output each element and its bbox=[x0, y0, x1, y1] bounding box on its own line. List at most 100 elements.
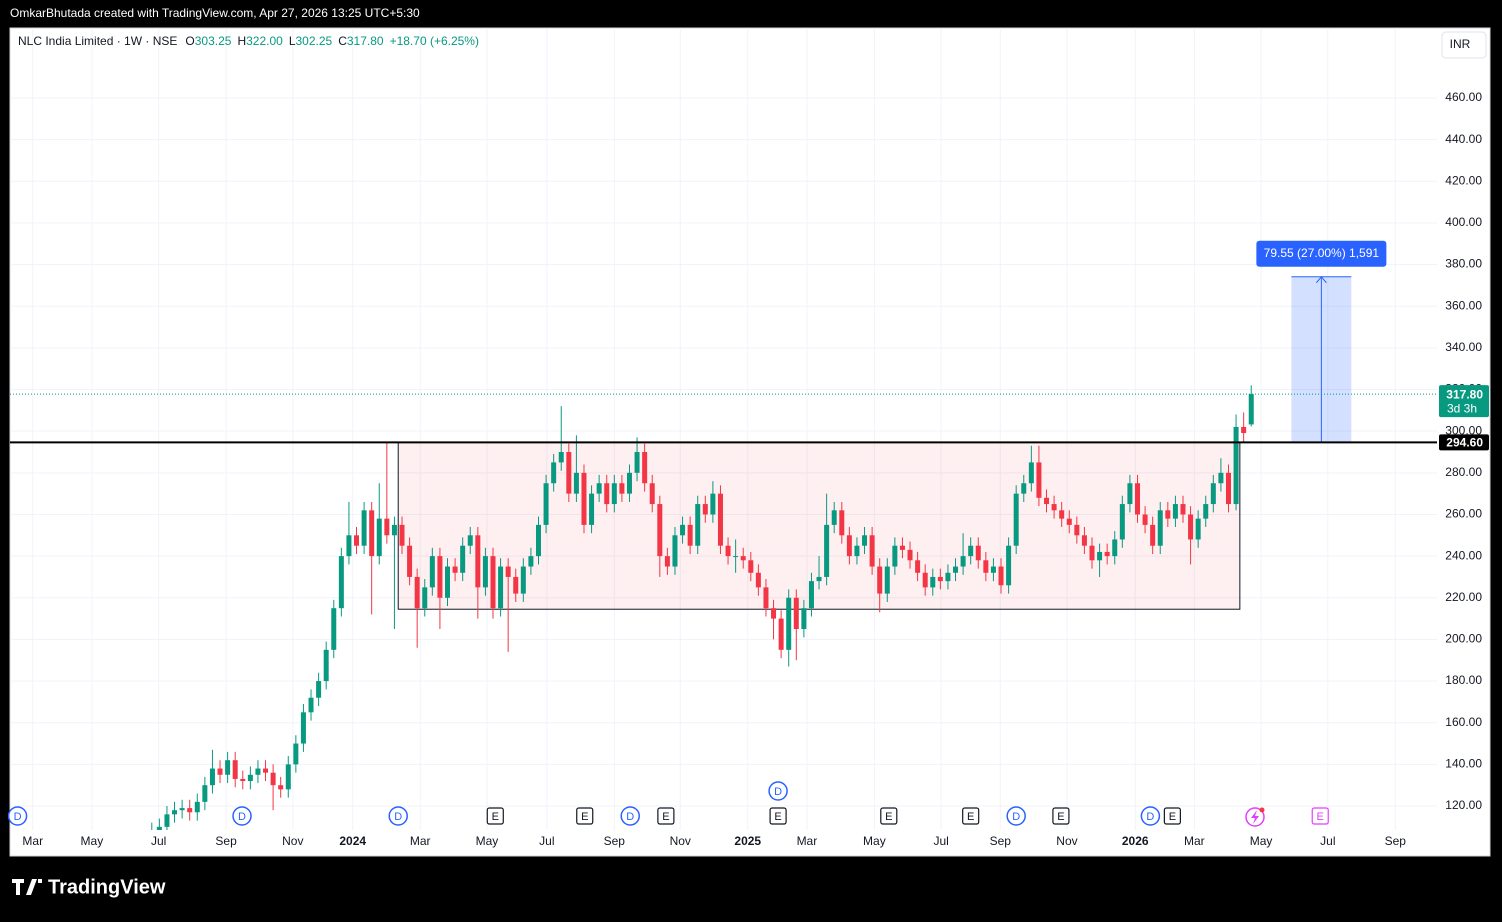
event-label: D bbox=[774, 786, 782, 798]
event-label: E bbox=[492, 811, 499, 823]
candle-body bbox=[505, 566, 511, 577]
candle-body bbox=[1150, 524, 1156, 546]
candle-body bbox=[1013, 493, 1019, 546]
candle-body bbox=[1180, 504, 1186, 515]
candle-body bbox=[551, 462, 557, 484]
candle-body bbox=[1097, 551, 1103, 561]
x-tick-label: Jul bbox=[933, 834, 948, 848]
candle-body bbox=[824, 524, 830, 577]
candle-body bbox=[331, 608, 337, 650]
candle-body bbox=[194, 801, 200, 813]
candle-body bbox=[460, 545, 466, 573]
change: +18.70 (+6.25%) bbox=[390, 34, 479, 48]
candle-body bbox=[725, 545, 731, 557]
price-line-tag bbox=[1439, 434, 1489, 451]
y-tick-label: 380.00 bbox=[1445, 257, 1482, 271]
candle-body bbox=[1081, 535, 1087, 546]
candle-body bbox=[862, 535, 868, 546]
candle-body bbox=[202, 785, 208, 802]
candle-body bbox=[634, 451, 640, 473]
candle-body bbox=[429, 556, 435, 588]
candle-body bbox=[581, 472, 587, 525]
event-label: D bbox=[394, 811, 402, 823]
candle-body bbox=[1134, 483, 1140, 515]
alert-icon bbox=[1245, 807, 1265, 827]
y-tick-label: 140.00 bbox=[1445, 757, 1482, 771]
candle-body bbox=[884, 566, 890, 594]
candle-body bbox=[1089, 545, 1095, 561]
event-earnings bbox=[1311, 807, 1329, 825]
measure-label-box bbox=[1256, 240, 1387, 267]
x-tick-label: Mar bbox=[22, 834, 43, 848]
candle-body bbox=[664, 556, 670, 567]
candle-body bbox=[354, 535, 360, 546]
candle-body bbox=[1165, 510, 1171, 519]
candle-body bbox=[490, 556, 496, 609]
x-tick-label: Sep bbox=[1385, 834, 1407, 848]
currency-box[interactable] bbox=[1441, 31, 1487, 59]
event-label: D bbox=[626, 811, 634, 823]
candle-body bbox=[755, 572, 761, 588]
y-tick-label: 440.00 bbox=[1445, 132, 1482, 146]
x-tick-label: Nov bbox=[282, 834, 303, 848]
candle-body bbox=[649, 483, 655, 505]
measure-arrowhead bbox=[1315, 275, 1327, 284]
candle-body bbox=[1188, 514, 1194, 540]
candle-body bbox=[376, 518, 382, 557]
candle-body bbox=[1225, 472, 1231, 505]
event-earnings bbox=[769, 807, 787, 825]
candle-body bbox=[1044, 497, 1050, 505]
ohlc-key: H bbox=[237, 34, 246, 48]
candle-body bbox=[308, 697, 314, 713]
candle-body bbox=[217, 768, 223, 775]
y-tick-label: 180.00 bbox=[1445, 673, 1482, 687]
candle-body bbox=[589, 493, 595, 525]
candle-body bbox=[748, 560, 754, 573]
candle-body bbox=[247, 774, 253, 782]
candle-body bbox=[346, 535, 352, 557]
symbol: NLC India Limited · 1W · NSE bbox=[18, 34, 177, 48]
candle-body bbox=[1028, 462, 1034, 484]
candle-body bbox=[930, 576, 936, 588]
candle-body bbox=[255, 768, 261, 775]
candle-body bbox=[657, 504, 663, 557]
y-tick-label: 340.00 bbox=[1445, 340, 1482, 354]
candle-body bbox=[642, 451, 648, 484]
event-label: D bbox=[1012, 811, 1020, 823]
candle-body bbox=[778, 618, 784, 650]
candle-body bbox=[1036, 462, 1042, 498]
x-tick-label: Mar bbox=[1184, 834, 1205, 848]
candle-body bbox=[1074, 524, 1080, 536]
candle-body bbox=[786, 597, 792, 650]
candle-body bbox=[513, 576, 519, 594]
candle-body bbox=[816, 576, 822, 582]
event-earnings bbox=[657, 807, 675, 825]
y-tick-label: 360.00 bbox=[1445, 298, 1482, 312]
candle-body bbox=[566, 451, 572, 494]
event-earnings bbox=[962, 807, 980, 825]
event-label: E bbox=[774, 811, 781, 823]
candle-body bbox=[1059, 510, 1065, 519]
candle-body bbox=[179, 808, 185, 811]
y-tick-label: 300.00 bbox=[1445, 423, 1482, 437]
event-label: E bbox=[662, 811, 669, 823]
candle-body bbox=[702, 504, 708, 515]
candle-body bbox=[733, 556, 739, 558]
candle-body bbox=[907, 549, 913, 561]
candle-body bbox=[687, 524, 693, 546]
candle-body bbox=[187, 808, 193, 813]
candle-body bbox=[172, 810, 178, 815]
x-tick-label: Sep bbox=[990, 834, 1012, 848]
candle-body bbox=[831, 510, 837, 525]
candle-body bbox=[604, 483, 610, 505]
candle-body bbox=[407, 545, 413, 577]
event-earnings bbox=[1052, 807, 1070, 825]
candle-body bbox=[475, 535, 481, 588]
event-label: E bbox=[1169, 811, 1176, 823]
ohlc: O303.25 H322.00 L302.25 C317.80 +18.70 (+6.2… bbox=[185, 34, 479, 48]
x-tick-label: Jul bbox=[151, 834, 166, 848]
candle-body bbox=[899, 545, 905, 550]
currency: INR bbox=[1450, 37, 1471, 51]
candle-body bbox=[452, 566, 458, 573]
